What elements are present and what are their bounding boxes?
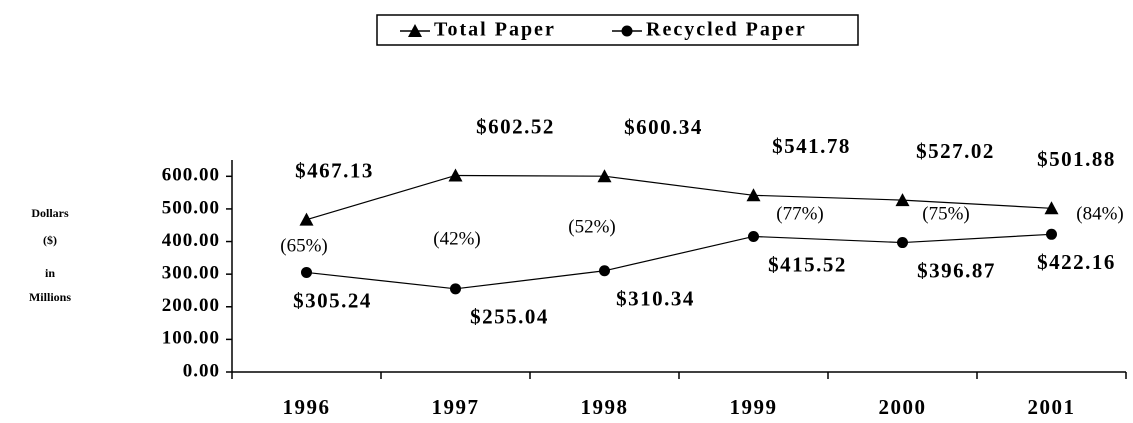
value-label: $310.34: [616, 287, 695, 311]
value-label: $467.13: [295, 158, 374, 182]
y-tick-label: 600.00: [162, 165, 220, 186]
value-label: $602.52: [476, 114, 555, 138]
x-tick-label: 1996: [283, 395, 331, 419]
x-tick-label: 1998: [581, 395, 629, 419]
point: [299, 212, 314, 226]
value-label: $255.04: [470, 305, 549, 329]
value-label: $422.16: [1037, 250, 1116, 274]
point: [897, 237, 908, 249]
value-label: $501.88: [1037, 147, 1116, 171]
y-tick-label: 400.00: [162, 230, 220, 251]
point: [748, 230, 759, 242]
point: [895, 193, 910, 207]
y-tick-label: 500.00: [162, 197, 220, 218]
y-axis-label: Millions: [29, 290, 71, 304]
x-tick-label: 1999: [730, 395, 778, 419]
point: [746, 188, 761, 202]
y-tick-label: 0.00: [183, 360, 220, 381]
x-tick-label: 2001: [1028, 395, 1076, 419]
value-label: $415.52: [768, 252, 847, 276]
annotation: (65%): [280, 235, 327, 256]
y-tick-label: 100.00: [162, 328, 220, 349]
legend-marker: [408, 24, 422, 37]
annotation: (84%): [1076, 203, 1123, 224]
legend-label: Recycled Paper: [646, 19, 807, 41]
series-line: [306, 174, 1052, 221]
value-label: $527.02: [916, 139, 995, 163]
legend-marker: [621, 25, 633, 37]
point: [301, 266, 312, 278]
annotation: (52%): [568, 216, 615, 237]
point: [448, 168, 463, 182]
value-label: $541.78: [772, 134, 851, 158]
x-tick-label: 1997: [432, 395, 480, 419]
y-axis-label: ($): [43, 233, 57, 247]
point: [450, 283, 461, 295]
annotation: (77%): [776, 203, 823, 224]
point: [599, 265, 610, 277]
point: [1044, 201, 1059, 215]
y-axis-label: in: [45, 266, 55, 280]
x-tick-label: 2000: [879, 395, 927, 419]
point: [1046, 228, 1057, 240]
series-line: [306, 233, 1052, 290]
point: [597, 169, 612, 183]
y-tick-label: 200.00: [162, 295, 220, 316]
y-tick-label: 300.00: [162, 263, 220, 284]
value-label: $600.34: [624, 115, 703, 139]
y-axis-label: Dollars: [31, 206, 69, 220]
value-label: $396.87: [917, 258, 996, 282]
legend-box: [376, 14, 859, 46]
annotation: (75%): [922, 203, 969, 224]
legend-label: Total Paper: [434, 19, 556, 41]
annotation: (42%): [433, 228, 480, 249]
value-label: $305.24: [293, 288, 372, 312]
